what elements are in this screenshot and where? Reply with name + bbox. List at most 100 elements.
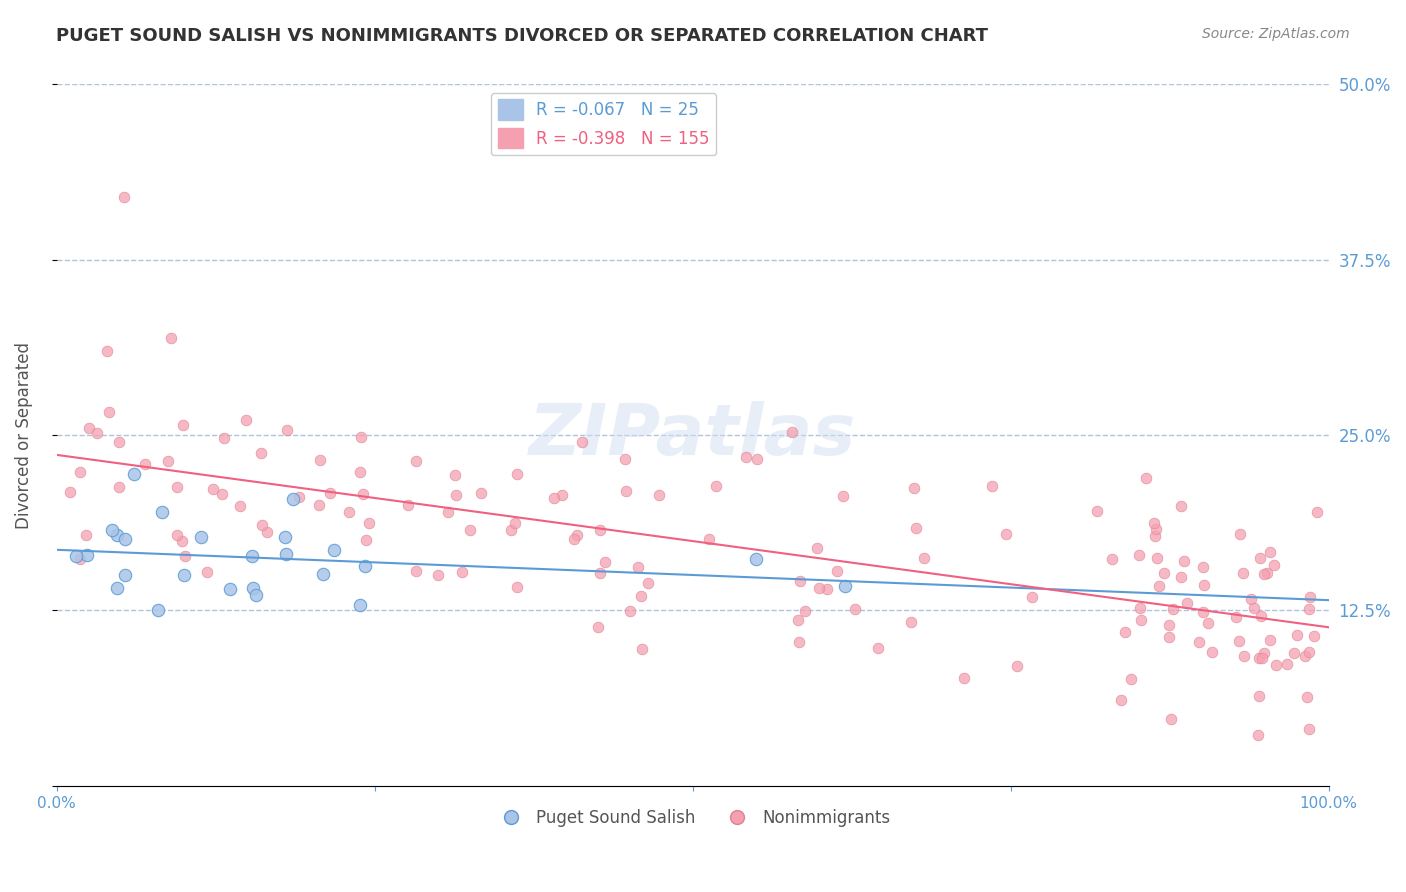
Point [437, 505, 460, 519]
Point [793, 604, 815, 618]
Point [1157, 630, 1180, 644]
Point [105, 581, 128, 595]
Point [211, 487, 233, 501]
Point [789, 574, 811, 588]
Point [281, 492, 304, 507]
Point [250, 446, 273, 460]
Point [166, 479, 188, 493]
Text: PUGET SOUND SALISH VS NONIMMIGRANTS DIVORCED OR SEPARATED CORRELATION CHART: PUGET SOUND SALISH VS NONIMMIGRANTS DIVO… [56, 27, 988, 45]
Point [114, 532, 136, 546]
Point [1191, 560, 1213, 574]
Point [747, 451, 769, 466]
Point [1197, 615, 1219, 630]
Point [470, 486, 492, 500]
Point [1194, 578, 1216, 592]
Point [614, 451, 637, 466]
Point [308, 453, 330, 467]
Point [96, 343, 118, 358]
Point [240, 549, 263, 563]
Point [994, 526, 1017, 541]
Point [1282, 646, 1305, 660]
Point [571, 435, 593, 450]
Point [451, 565, 474, 579]
Point [1253, 566, 1275, 581]
Point [396, 499, 419, 513]
Point [1258, 545, 1281, 559]
Point [900, 615, 922, 629]
Point [1249, 551, 1271, 566]
Point [1005, 659, 1028, 673]
Point [806, 541, 828, 556]
Point [319, 486, 342, 500]
Point [1128, 548, 1150, 562]
Point [252, 518, 274, 533]
Point [359, 516, 381, 530]
Point [197, 566, 219, 580]
Point [352, 487, 374, 501]
Point [1258, 632, 1281, 647]
Point [349, 598, 371, 612]
Point [1250, 609, 1272, 624]
Point [912, 550, 935, 565]
Point [1233, 649, 1256, 664]
Point [122, 467, 145, 481]
Point [616, 484, 638, 499]
Point [1294, 648, 1316, 663]
Point [59, 485, 82, 500]
Point [1135, 470, 1157, 484]
Point [619, 605, 641, 619]
Point [201, 482, 224, 496]
Point [1296, 690, 1319, 705]
Point [1286, 628, 1309, 642]
Point [565, 528, 588, 542]
Point [166, 528, 188, 542]
Point [170, 534, 193, 549]
Point [444, 467, 467, 482]
Point [1298, 602, 1320, 616]
Point [1232, 566, 1254, 581]
Point [834, 578, 856, 592]
Point [174, 549, 197, 564]
Point [1146, 551, 1168, 566]
Point [134, 457, 156, 471]
Point [1225, 609, 1247, 624]
Point [787, 634, 810, 648]
Text: ZIPatlas: ZIPatlas [529, 401, 856, 469]
Point [405, 564, 427, 578]
Point [1303, 629, 1326, 643]
Point [242, 581, 264, 595]
Point [627, 560, 650, 574]
Point [1130, 613, 1153, 627]
Point [65, 549, 87, 563]
Point [697, 532, 720, 546]
Point [704, 479, 727, 493]
Point [631, 641, 654, 656]
Point [1157, 618, 1180, 632]
Point [808, 581, 831, 595]
Point [825, 564, 848, 578]
Point [1247, 651, 1270, 665]
Point [868, 641, 890, 656]
Point [637, 575, 659, 590]
Point [647, 488, 669, 502]
Point [1021, 590, 1043, 604]
Point [157, 453, 180, 467]
Point [1305, 505, 1327, 519]
Point [589, 523, 612, 537]
Point [505, 516, 527, 530]
Point [288, 491, 311, 505]
Point [787, 613, 810, 627]
Point [1121, 673, 1143, 687]
Point [356, 533, 378, 548]
Point [86, 425, 108, 440]
Point [543, 491, 565, 505]
Point [630, 589, 652, 603]
Point [108, 480, 131, 494]
Point [101, 524, 124, 538]
Point [1247, 728, 1270, 742]
Point [1129, 600, 1152, 615]
Point [903, 481, 925, 495]
Point [832, 489, 855, 503]
Point [1298, 723, 1320, 737]
Point [1275, 657, 1298, 671]
